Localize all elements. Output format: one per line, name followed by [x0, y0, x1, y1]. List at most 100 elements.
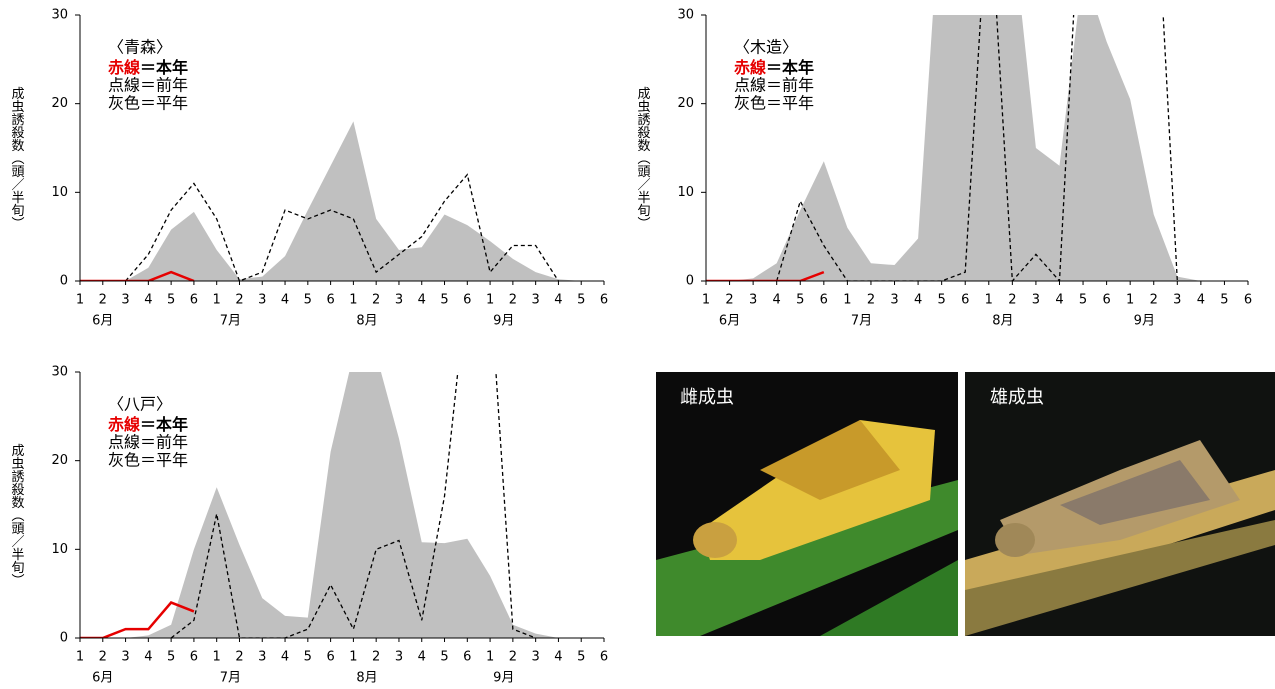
- x-tick-label: 5: [167, 293, 175, 308]
- area: [80, 121, 604, 281]
- x-tick-label: 5: [304, 650, 312, 665]
- legend-entry: 赤線＝本年: [734, 58, 814, 77]
- x-tick-label: 1: [985, 293, 993, 308]
- dashed-line: [776, 15, 1178, 281]
- y-tick-label: 30: [51, 365, 68, 380]
- month-label: 8月: [992, 314, 1013, 329]
- x-tick-label: 3: [258, 650, 266, 665]
- y-tick-label: 30: [677, 8, 694, 23]
- line: [80, 601, 195, 638]
- month-label: 6月: [92, 314, 113, 329]
- x-tick-label: 2: [372, 650, 380, 665]
- x-tick-label: 2: [867, 293, 875, 308]
- y-tick-label: 10: [51, 542, 68, 557]
- y-tick-label: 10: [677, 185, 694, 200]
- x-tick-label: 2: [509, 293, 517, 308]
- x-tick-label: 2: [235, 293, 243, 308]
- y-tick-label: 20: [51, 453, 68, 468]
- month-label: 7月: [851, 314, 872, 329]
- x-tick-label: 3: [532, 293, 540, 308]
- photo-label: 雌成虫: [680, 387, 734, 408]
- x-tick-label: 4: [554, 650, 562, 665]
- y-tick-label: 0: [686, 274, 694, 289]
- x-tick-label: 6: [961, 293, 969, 308]
- x-tick-label: 2: [509, 650, 517, 665]
- x-tick-label: 3: [1173, 293, 1181, 308]
- x-tick-label: 5: [1079, 293, 1087, 308]
- x-tick-label: 2: [725, 293, 733, 308]
- month-label: 9月: [493, 314, 514, 329]
- month-label: 6月: [92, 671, 113, 686]
- x-tick-label: 2: [372, 293, 380, 308]
- area: [706, 15, 1248, 281]
- x-tick-label: 1: [349, 650, 357, 665]
- photo-label: 雄成虫: [990, 387, 1044, 408]
- x-tick-label: 3: [1032, 293, 1040, 308]
- x-tick-label: 2: [1150, 293, 1158, 308]
- x-tick-label: 5: [167, 650, 175, 665]
- month-label: 9月: [1134, 314, 1155, 329]
- x-tick-label: 4: [144, 293, 152, 308]
- legend-entry: 赤線＝本年: [108, 415, 188, 434]
- x-tick-label: 4: [418, 293, 426, 308]
- x-tick-label: 3: [890, 293, 898, 308]
- x-tick-label: 4: [1197, 293, 1205, 308]
- x-tick-label: 3: [395, 293, 403, 308]
- month-label: 8月: [356, 671, 377, 686]
- y-axis-label: 成虫誘殺数（頭／半旬）: [9, 87, 25, 230]
- x-tick-label: 2: [1008, 293, 1016, 308]
- x-tick-label: 2: [99, 650, 107, 665]
- month-label: 6月: [719, 314, 740, 329]
- x-tick-label: 1: [702, 293, 710, 308]
- x-tick-label: 6: [463, 650, 471, 665]
- x-tick-label: 3: [395, 650, 403, 665]
- plot-area: [706, 15, 1248, 281]
- y-tick-label: 10: [51, 185, 68, 200]
- x-tick-label: 1: [76, 650, 84, 665]
- legend-entry: 点線＝前年: [734, 76, 814, 95]
- x-tick-label: 2: [99, 293, 107, 308]
- x-tick-label: 4: [281, 650, 289, 665]
- y-tick-label: 30: [51, 8, 68, 23]
- legend-title: 〈木造〉: [734, 38, 798, 57]
- plot-area: [80, 121, 604, 281]
- x-tick-label: 2: [235, 650, 243, 665]
- x-tick-label: 5: [577, 293, 585, 308]
- x-tick-label: 6: [600, 650, 608, 665]
- dashed-line: [125, 173, 559, 281]
- x-tick-label: 6: [190, 650, 198, 665]
- month-label: 9月: [493, 671, 514, 686]
- x-tick-label: 6: [326, 650, 334, 665]
- area: [80, 372, 604, 638]
- x-tick-label: 6: [820, 293, 828, 308]
- month-label: 7月: [220, 671, 241, 686]
- x-tick-label: 6: [600, 293, 608, 308]
- x-tick-label: 1: [76, 293, 84, 308]
- x-tick-label: 1: [349, 293, 357, 308]
- y-tick-label: 0: [60, 274, 68, 289]
- x-tick-label: 4: [281, 293, 289, 308]
- x-tick-label: 6: [1102, 293, 1110, 308]
- x-tick-label: 3: [121, 650, 129, 665]
- x-tick-label: 4: [914, 293, 922, 308]
- x-tick-label: 6: [326, 293, 334, 308]
- photo-male: 雄成虫: [965, 372, 1275, 636]
- x-tick-label: 3: [749, 293, 757, 308]
- x-tick-label: 5: [1220, 293, 1228, 308]
- y-tick-label: 20: [677, 96, 694, 111]
- legend-entry: 赤線＝本年: [108, 58, 188, 77]
- x-tick-label: 6: [1244, 293, 1252, 308]
- x-tick-label: 1: [843, 293, 851, 308]
- x-tick-label: 5: [440, 293, 448, 308]
- x-tick-label: 1: [1126, 293, 1134, 308]
- line: [706, 270, 825, 281]
- x-tick-label: 1: [213, 293, 221, 308]
- x-tick-label: 4: [144, 650, 152, 665]
- y-tick-label: 20: [51, 96, 68, 111]
- x-tick-label: 3: [258, 293, 266, 308]
- x-tick-label: 6: [463, 293, 471, 308]
